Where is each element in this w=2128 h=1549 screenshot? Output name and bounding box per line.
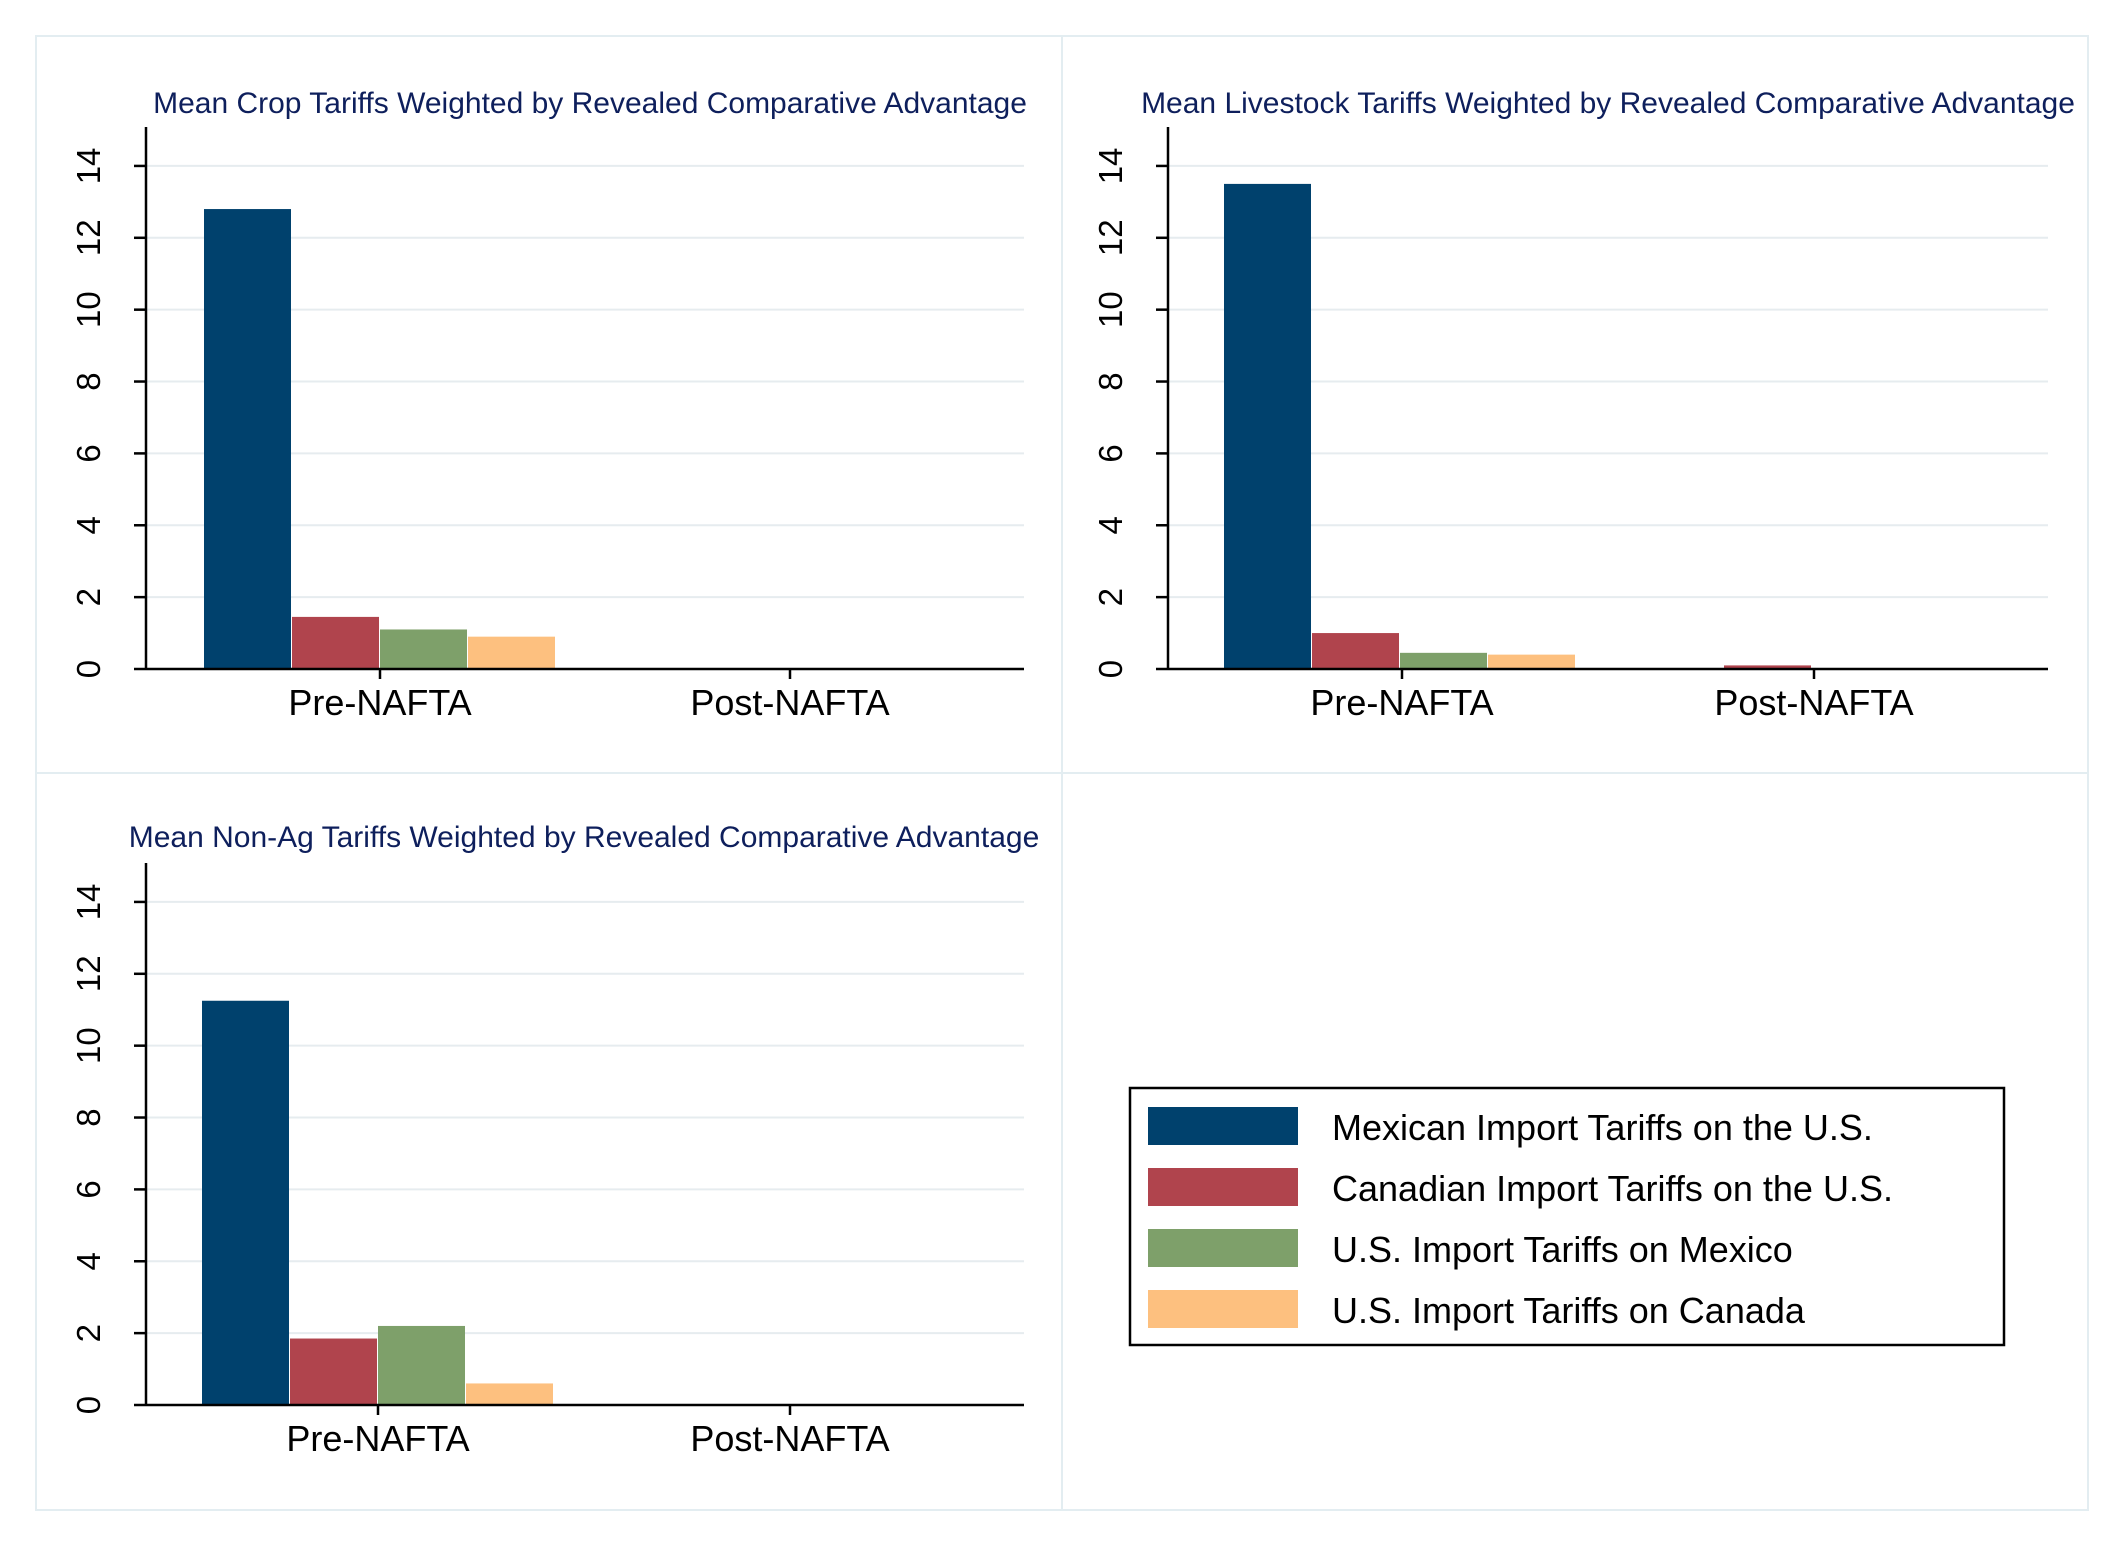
y-tick-label: 10 [70, 1027, 107, 1064]
y-tick-label: 8 [1092, 372, 1129, 390]
y-tick-label: 2 [70, 588, 107, 606]
bar-us-on-mexico-pre-nafta [380, 629, 467, 669]
x-category-label-post-nafta: Post-NAFTA [1714, 682, 1913, 723]
x-category-label-pre-nafta: Pre-NAFTA [286, 1418, 469, 1459]
legend-label-mexican-tariffs: Mexican Import Tariffs on the U.S. [1332, 1107, 1873, 1148]
panel-title-crop: Mean Crop Tariffs Weighted by Revealed C… [153, 87, 1027, 120]
bar-canadian-tariffs-pre-nafta [1312, 633, 1399, 669]
y-tick-label: 12 [70, 955, 107, 992]
bar-canadian-tariffs-pre-nafta [292, 616, 379, 669]
y-tick-label: 10 [1092, 291, 1129, 328]
y-tick-label: 6 [70, 1180, 107, 1198]
y-tick-label: 12 [70, 219, 107, 256]
bar-mexican-tariffs-pre-nafta [202, 1000, 289, 1405]
y-tick-label: 0 [70, 1396, 107, 1414]
y-tick-label: 0 [70, 660, 107, 678]
legend-swatch-us-on-canada [1148, 1290, 1298, 1328]
y-tick-label: 0 [1092, 660, 1129, 678]
legend: Mexican Import Tariffs on the U.S. Canad… [1128, 1086, 2006, 1347]
legend-swatch-canadian-tariffs [1148, 1168, 1298, 1206]
y-tick-label: 8 [70, 372, 107, 390]
y-tick-label: 10 [70, 291, 107, 328]
panel-nonag: 0 2 4 6 8 10 12 14 Pre-NAFTA Post-NAFTA [70, 863, 1024, 1459]
bar-canadian-tariffs-pre-nafta [290, 1338, 377, 1405]
y-tick-label: 4 [70, 516, 107, 534]
bar-us-on-mexico-pre-nafta [1400, 652, 1487, 669]
y-tick-label: 2 [1092, 588, 1129, 606]
bar-mexican-tariffs-pre-nafta [204, 209, 291, 669]
y-tick-label: 12 [1092, 219, 1129, 256]
bar-us-on-canada-pre-nafta [1488, 654, 1575, 669]
legend-swatch-mexican-tariffs [1148, 1107, 1298, 1145]
bar-canadian-tariffs-post-nafta [1724, 665, 1811, 669]
x-category-label-pre-nafta: Pre-NAFTA [288, 682, 471, 723]
y-tick-label: 14 [1092, 148, 1129, 185]
y-tick-label: 8 [70, 1108, 107, 1126]
panel-title-livestock: Mean Livestock Tariffs Weighted by Revea… [1141, 87, 2075, 120]
bar-mexican-tariffs-pre-nafta [1224, 183, 1311, 669]
x-category-label-post-nafta: Post-NAFTA [690, 682, 889, 723]
legend-label-us-on-mexico: U.S. Import Tariffs on Mexico [1332, 1229, 1793, 1270]
y-tick-label: 2 [70, 1324, 107, 1342]
panel-livestock: 0 2 4 6 8 10 12 14 Pre-NAFTA Post-NAFTA [1092, 127, 2048, 723]
panel-crop: 0 2 4 6 8 10 12 14 Pre-NAFTA Post-NAFTA [70, 127, 1024, 723]
bar-us-on-canada-pre-nafta [466, 1383, 553, 1405]
x-category-label-pre-nafta: Pre-NAFTA [1310, 682, 1493, 723]
bar-us-on-canada-pre-nafta [468, 636, 555, 669]
legend-swatch-us-on-mexico [1148, 1229, 1298, 1267]
y-tick-label: 6 [70, 444, 107, 462]
y-tick-label: 14 [70, 884, 107, 921]
y-tick-label: 6 [1092, 444, 1129, 462]
panel-title-nonag: Mean Non-Ag Tariffs Weighted by Revealed… [129, 821, 1040, 854]
legend-label-us-on-canada: U.S. Import Tariffs on Canada [1332, 1290, 1806, 1331]
y-tick-label: 4 [1092, 516, 1129, 534]
x-category-label-post-nafta: Post-NAFTA [690, 1418, 889, 1459]
legend-label-canadian-tariffs: Canadian Import Tariffs on the U.S. [1332, 1168, 1893, 1209]
bar-us-on-mexico-pre-nafta [378, 1325, 465, 1405]
y-tick-label: 14 [70, 148, 107, 185]
y-tick-label: 4 [70, 1252, 107, 1270]
